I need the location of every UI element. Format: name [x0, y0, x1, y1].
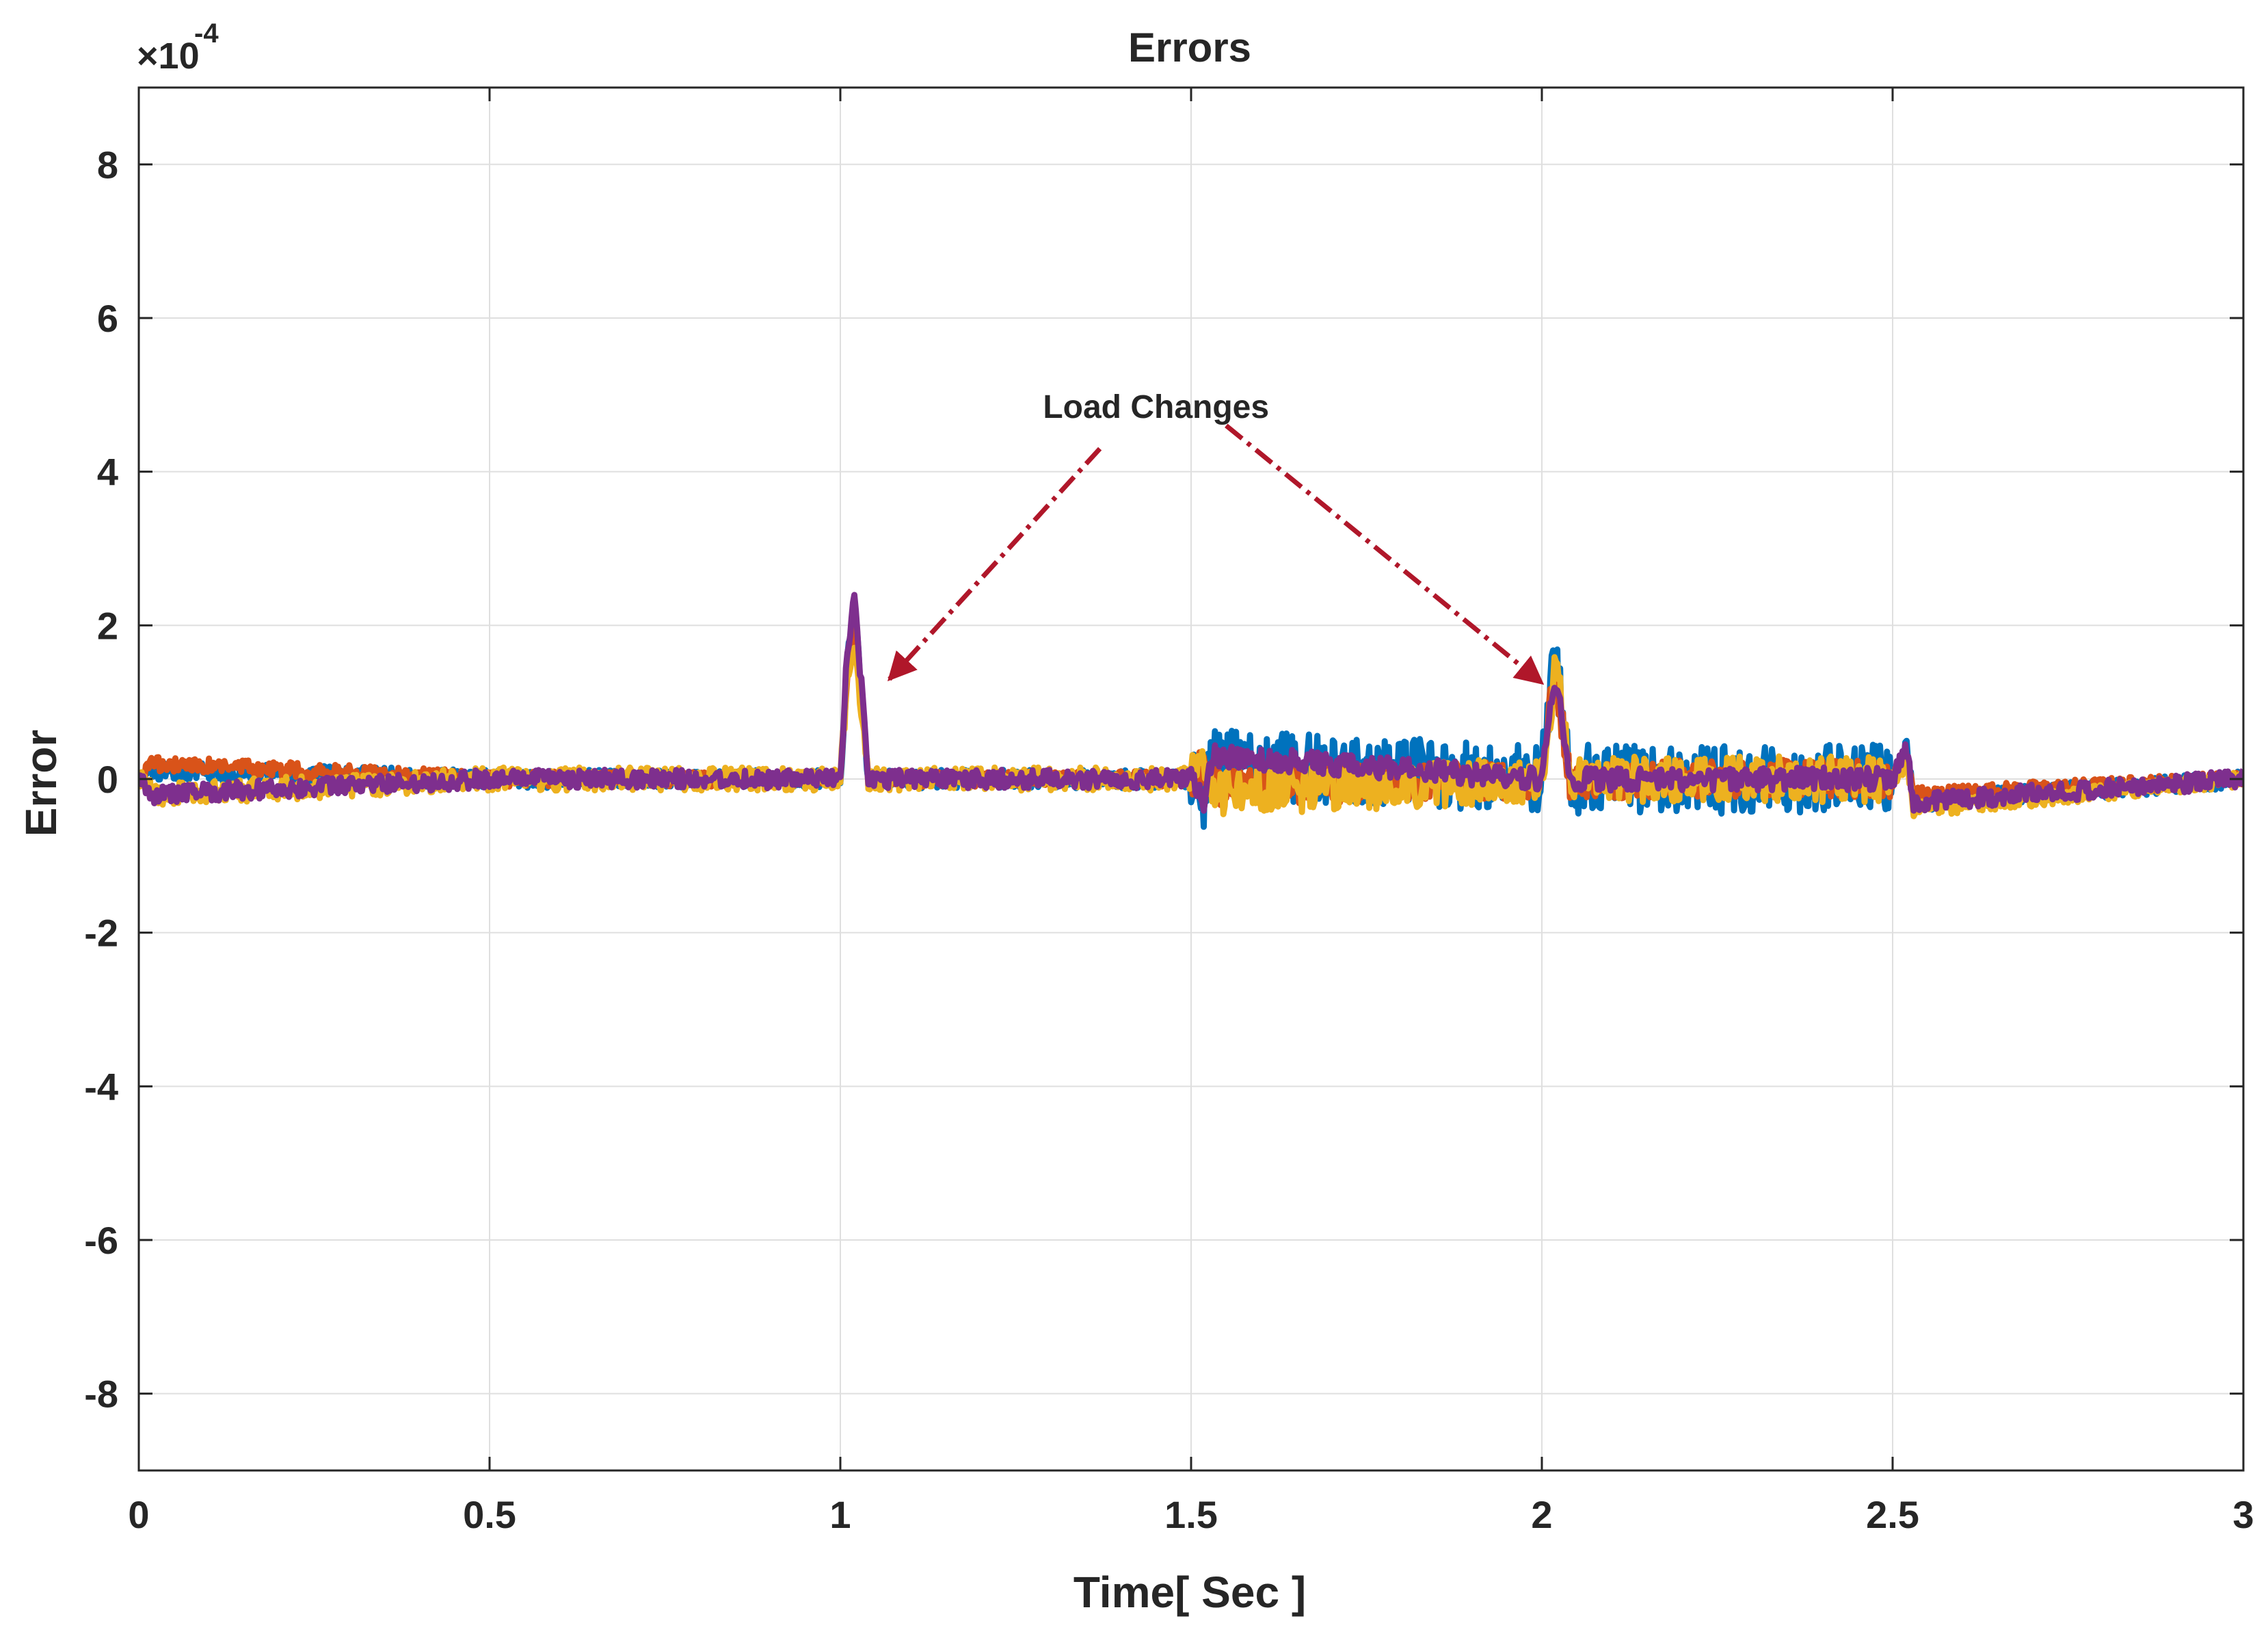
- x-axis-label: Time[ Sec ]: [1073, 1568, 1306, 1617]
- x-tick-label: 0: [128, 1493, 149, 1536]
- y-axis-label: Error: [16, 730, 66, 837]
- y-tick-label: -6: [84, 1219, 118, 1262]
- x-tick-label: 0.5: [463, 1493, 516, 1536]
- annotation-arrow: [887, 447, 1102, 682]
- y-tick-label: 6: [97, 297, 118, 340]
- x-tick-label: 1.5: [1164, 1493, 1218, 1536]
- y-tick-label: -2: [84, 912, 118, 955]
- chart-title: Errors: [1128, 25, 1251, 70]
- annotation-text: Load Changes: [1043, 389, 1269, 425]
- grid: [138, 88, 2244, 1470]
- axis-ticks: 0 0.5 1 1.5 2 2.5 3 -8 -6 -4 -2 0 2 4 6 8: [84, 88, 2254, 1536]
- y-exponent-power: -4: [194, 18, 219, 49]
- y-exponent-label: ×10 -4: [137, 18, 219, 77]
- series-group: [139, 592, 2243, 830]
- y-tick-label: 8: [97, 143, 118, 186]
- y-tick-label: 4: [97, 451, 118, 494]
- y-exponent-base: ×10: [137, 36, 200, 77]
- y-tick-label: 2: [97, 604, 118, 647]
- annotation-arrow: [1225, 423, 1545, 685]
- load-changes-annotation: Load Changes: [887, 389, 1545, 685]
- x-tick-label: 3: [2232, 1493, 2254, 1536]
- y-tick-label: -4: [84, 1065, 118, 1108]
- series-line: [139, 592, 2243, 814]
- x-tick-label: 2.5: [1866, 1493, 1919, 1536]
- y-tick-label: 0: [97, 758, 118, 801]
- x-tick-label: 1: [829, 1493, 851, 1536]
- y-tick-label: -8: [84, 1373, 118, 1416]
- x-tick-label: 2: [1531, 1493, 1552, 1536]
